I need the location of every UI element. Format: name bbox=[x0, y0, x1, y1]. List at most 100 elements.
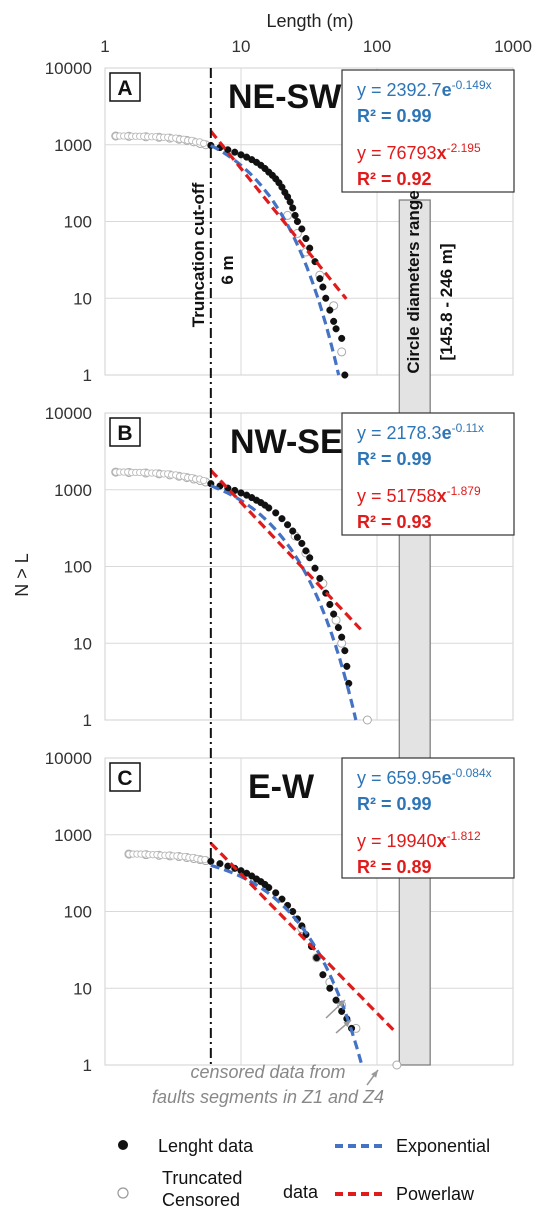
powerlaw-fit-line bbox=[209, 469, 362, 631]
y-tick-label: 10000 bbox=[45, 749, 92, 768]
y-tick-label: 100 bbox=[64, 903, 92, 922]
panel-annotations: A NE-SW y = 2392.7e-0.149x R² = 0.99 y = 767… bbox=[109, 69, 515, 193]
exp-r2: R² = 0.99 bbox=[357, 449, 432, 469]
length-point bbox=[293, 533, 301, 541]
legend-open-marker bbox=[117, 1187, 129, 1199]
x-tick-label: 10 bbox=[232, 37, 251, 56]
x-tick-label: 100 bbox=[363, 37, 391, 56]
length-point bbox=[319, 971, 327, 979]
y-tick-label: 1 bbox=[83, 366, 92, 385]
panel-b: 10000 1000 100 10 1 bbox=[45, 404, 514, 730]
length-point bbox=[338, 1007, 346, 1015]
x-tick-label: 1000 bbox=[494, 37, 532, 56]
length-point bbox=[319, 283, 327, 291]
length-point bbox=[332, 325, 340, 333]
panel-title: NE-SW bbox=[228, 78, 342, 116]
panel-letter: A bbox=[117, 77, 132, 100]
band-label: Circle diameters range bbox=[404, 190, 423, 373]
length-point bbox=[326, 306, 334, 314]
length-point bbox=[289, 527, 297, 535]
arrow-head bbox=[343, 1020, 351, 1028]
length-point bbox=[322, 294, 330, 302]
panel-letter-box bbox=[109, 417, 141, 447]
censored-note-line2: faults segments in Z1 and Z4 bbox=[152, 1087, 384, 1107]
panel-data bbox=[124, 842, 402, 1070]
y-tick-label: 10 bbox=[73, 289, 92, 308]
length-point bbox=[272, 889, 280, 897]
powerlaw-fit-line bbox=[209, 130, 348, 300]
panel-annotations: C E-W y = 659.95e-0.084x R² = 0.99 y = 19940… bbox=[109, 757, 515, 879]
legend-filled-marker bbox=[118, 1140, 128, 1150]
cutoff-value-label: 6 m bbox=[218, 255, 237, 284]
length-point bbox=[284, 521, 292, 529]
x-axis-title: Length (m) bbox=[266, 11, 353, 31]
arrow-head bbox=[337, 1000, 345, 1008]
y-tick-label: 100 bbox=[64, 213, 92, 232]
length-point bbox=[272, 509, 280, 517]
equation-box bbox=[341, 412, 515, 536]
powerlaw-fit-line bbox=[209, 842, 397, 1033]
exp-equation: y = 2178.3e-0.11x bbox=[357, 421, 484, 443]
length-point bbox=[302, 547, 310, 555]
length-point bbox=[265, 504, 273, 512]
x-tick-label: 1 bbox=[100, 37, 109, 56]
panel-title: E-W bbox=[248, 768, 315, 806]
exponential-fit-line bbox=[210, 144, 341, 376]
censored-point bbox=[392, 1060, 402, 1070]
pow-r2: R² = 0.92 bbox=[357, 169, 432, 189]
y-tick-label: 1000 bbox=[54, 826, 92, 845]
y-tick-label: 1 bbox=[83, 1056, 92, 1075]
length-point bbox=[293, 217, 301, 226]
legend-censored: Censored bbox=[162, 1190, 240, 1210]
length-point bbox=[306, 554, 314, 562]
y-tick-label: 100 bbox=[64, 558, 92, 577]
arrow-head bbox=[371, 1070, 378, 1078]
exp-r2: R² = 0.99 bbox=[357, 794, 432, 814]
length-point bbox=[326, 600, 334, 609]
legend-data-suffix: data bbox=[283, 1182, 319, 1202]
length-point bbox=[343, 662, 351, 670]
censored-arrows bbox=[325, 999, 379, 1086]
panel-letter-box bbox=[109, 72, 141, 102]
legend-length-data: Lenght data bbox=[158, 1136, 254, 1156]
length-point bbox=[326, 984, 334, 992]
length-point bbox=[289, 204, 297, 212]
pow-equation: y = 51758x-1.879 bbox=[357, 484, 481, 506]
y-tick-label: 10000 bbox=[45, 404, 92, 423]
length-point bbox=[330, 317, 338, 325]
y-tick-label: 1000 bbox=[54, 136, 92, 155]
circle-diameter-band bbox=[398, 199, 431, 1066]
y-tick-label: 1 bbox=[83, 711, 92, 730]
length-point bbox=[291, 211, 299, 219]
cutoff-label: Truncation cut-off bbox=[189, 182, 208, 327]
censored-point bbox=[200, 476, 208, 485]
exponential-fit-line bbox=[210, 484, 358, 721]
pow-r2: R² = 0.93 bbox=[357, 512, 432, 532]
length-point bbox=[311, 564, 319, 572]
length-point bbox=[341, 647, 349, 655]
length-point bbox=[216, 860, 224, 868]
length-point bbox=[298, 225, 306, 233]
censored-point bbox=[337, 347, 347, 357]
equation-box bbox=[341, 757, 515, 879]
legend: Lenght data Exponential Truncated Censor… bbox=[117, 1136, 490, 1210]
length-point bbox=[334, 624, 342, 632]
exponential-fit-line bbox=[210, 863, 364, 1066]
censored-note-line1: censored data from bbox=[190, 1062, 345, 1082]
length-point bbox=[231, 148, 239, 156]
length-point bbox=[298, 539, 306, 547]
legend-powerlaw: Powerlaw bbox=[396, 1184, 475, 1204]
length-point bbox=[278, 515, 286, 523]
length-point bbox=[330, 610, 338, 618]
length-point bbox=[338, 633, 346, 641]
panel-letter: C bbox=[117, 767, 132, 790]
panel-title: NW-SE bbox=[230, 423, 343, 461]
x-tick-labels: 1 10 100 1000 bbox=[100, 37, 532, 56]
censored-point bbox=[201, 855, 209, 864]
equation-box bbox=[341, 69, 515, 193]
y-axis-title: N > L bbox=[12, 553, 32, 597]
panel-letter: B bbox=[117, 422, 132, 445]
censored-point bbox=[200, 139, 208, 148]
legend-truncated: Truncated bbox=[162, 1168, 242, 1188]
